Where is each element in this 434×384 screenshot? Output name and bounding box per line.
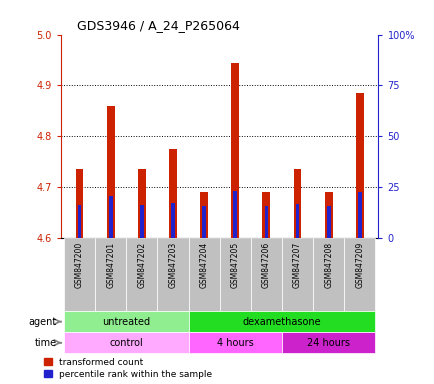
Bar [312, 238, 343, 311]
Text: GSM847202: GSM847202 [137, 242, 146, 288]
Text: 24 hours: 24 hours [306, 338, 349, 348]
Bar [188, 311, 375, 332]
Bar [78, 205, 81, 238]
Bar [281, 238, 312, 311]
Text: GSM847208: GSM847208 [323, 242, 332, 288]
Text: agent: agent [28, 316, 56, 327]
Bar [295, 204, 299, 238]
Bar [200, 192, 207, 238]
Bar [357, 192, 361, 238]
Bar [76, 169, 83, 238]
Bar [64, 238, 95, 311]
Bar [293, 169, 301, 238]
Bar [188, 332, 281, 353]
Bar [343, 238, 375, 311]
Text: 4 hours: 4 hours [217, 338, 253, 348]
Bar [355, 93, 363, 238]
Bar [171, 204, 174, 238]
Text: dexamethasone: dexamethasone [242, 316, 321, 327]
Bar [126, 238, 157, 311]
Bar [188, 238, 219, 311]
Bar [264, 205, 268, 238]
Text: GSM847204: GSM847204 [199, 242, 208, 288]
Bar [233, 191, 237, 238]
Bar [108, 196, 112, 238]
Text: GSM847203: GSM847203 [168, 242, 177, 288]
Text: untreated: untreated [102, 316, 150, 327]
Bar [262, 192, 270, 238]
Bar [219, 238, 250, 311]
Text: GSM847200: GSM847200 [75, 242, 84, 288]
Bar [107, 106, 114, 238]
Text: GSM847209: GSM847209 [355, 242, 363, 288]
Bar [281, 332, 375, 353]
Bar [64, 311, 188, 332]
Legend: transformed count, percentile rank within the sample: transformed count, percentile rank withi… [43, 358, 212, 379]
Bar [138, 169, 145, 238]
Bar [202, 205, 206, 238]
Bar [95, 238, 126, 311]
Bar [231, 63, 239, 238]
Bar [140, 205, 143, 238]
Text: time: time [34, 338, 56, 348]
Text: GSM847207: GSM847207 [293, 242, 301, 288]
Bar [250, 238, 281, 311]
Bar [169, 149, 177, 238]
Bar [324, 192, 332, 238]
Text: GSM847205: GSM847205 [230, 242, 239, 288]
Bar [64, 332, 188, 353]
Bar [326, 206, 330, 238]
Text: GSM847201: GSM847201 [106, 242, 115, 288]
Text: GDS3946 / A_24_P265064: GDS3946 / A_24_P265064 [77, 19, 239, 32]
Text: GSM847206: GSM847206 [261, 242, 270, 288]
Text: control: control [109, 338, 143, 348]
Bar [157, 238, 188, 311]
